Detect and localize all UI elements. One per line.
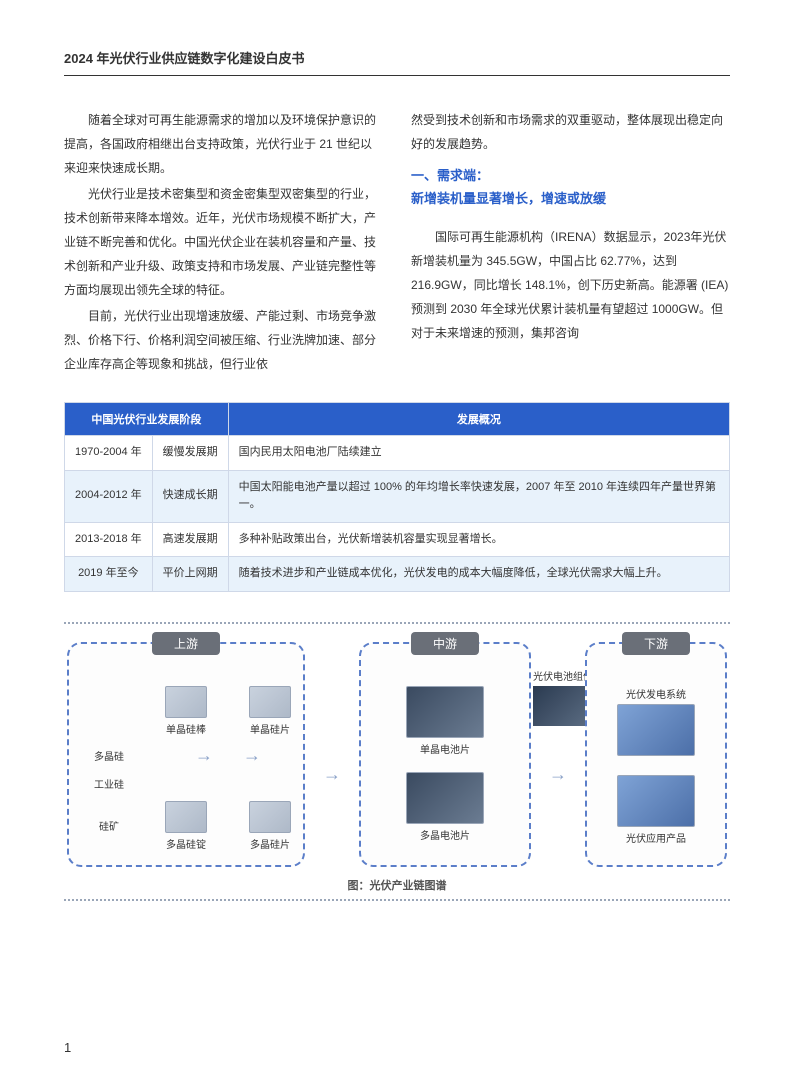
heading-line2: 新增装机量显著增长，增速或放缓 <box>411 187 730 210</box>
arrow-right-icon: → → <box>195 745 261 765</box>
para-2: 光伏行业是技术密集型和资金密集型双密集型的行业，技术创新带来降本增效。近年，光伏… <box>64 182 383 302</box>
right-column: 然受到技术创新和市场需求的双重驱动，整体展现出稳定向好的发展趋势。 一、需求端：… <box>411 108 730 378</box>
node-poly-cell: 多晶电池片 <box>406 772 484 842</box>
th-overview: 发展概况 <box>228 403 729 436</box>
supply-chain-diagram: 上游 单晶硅棒 单晶硅片 多晶硅 → → 工业硅 硅矿 多晶硅锭 多晶硅片 → … <box>64 622 730 901</box>
node-mono-wafer: 单晶硅片 <box>249 686 291 736</box>
upstream-box: 上游 单晶硅棒 单晶硅片 多晶硅 → → 工业硅 硅矿 多晶硅锭 多晶硅片 <box>67 642 305 867</box>
section-heading: 一、需求端： 新增装机量显著增长，增速或放缓 <box>411 164 730 211</box>
para-3: 目前，光伏行业出现增速放缓、产能过剩、市场竞争激烈、价格下行、价格利润空间被压缩… <box>64 304 383 376</box>
node-pv-system: 光伏发电系统 <box>617 686 695 759</box>
cell-period: 2019 年至今 <box>65 557 153 592</box>
heading-line1: 一、需求端： <box>411 164 730 187</box>
cell-phase: 快速成长期 <box>152 470 228 522</box>
node-module: 光伏电池组件 <box>533 668 593 726</box>
cell-phase: 缓慢发展期 <box>152 436 228 471</box>
page-number: 1 <box>64 1040 71 1055</box>
para-4: 国际可再生能源机构（IRENA）数据显示，2023年光伏新增装机量为 345.5… <box>411 225 730 345</box>
arrow-right-icon: → <box>549 765 567 783</box>
side-poly-si: 多晶硅 <box>94 748 124 763</box>
downstream-box: 下游 光伏发电系统 光伏应用产品 <box>585 642 727 867</box>
left-column: 随着全球对可再生能源需求的增加以及环境保护意识的提高，各国政府相继出台支持政策，… <box>64 108 383 378</box>
arrow-row: → → <box>151 746 305 766</box>
para-1: 随着全球对可再生能源需求的增加以及环境保护意识的提高，各国政府相继出台支持政策，… <box>64 108 383 180</box>
node-pv-product: 光伏应用产品 <box>617 775 695 845</box>
diagram-caption: 图：光伏产业链图谱 <box>64 877 730 893</box>
cell-desc: 多种补贴政策出台，光伏新增装机容量实现显著增长。 <box>228 522 729 557</box>
cell-period: 1970-2004 年 <box>65 436 153 471</box>
node-mono-cell: 单晶电池片 <box>406 686 484 756</box>
stages-table: 中国光伏行业发展阶段 发展概况 1970-2004 年 缓慢发展期 国内民用太阳… <box>64 402 730 592</box>
table-row: 2019 年至今 平价上网期 随着技术进步和产业链成本优化，光伏发电的成本大幅度… <box>65 557 730 592</box>
table-row: 1970-2004 年 缓慢发展期 国内民用太阳电池厂陆续建立 <box>65 436 730 471</box>
table-header-row: 中国光伏行业发展阶段 发展概况 <box>65 403 730 436</box>
para-3-cont: 然受到技术创新和市场需求的双重驱动，整体展现出稳定向好的发展趋势。 <box>411 108 730 156</box>
cell-desc: 随着技术进步和产业链成本优化，光伏发电的成本大幅度降低，全球光伏需求大幅上升。 <box>228 557 729 592</box>
cell-phase: 高速发展期 <box>152 522 228 557</box>
page-header-title: 2024 年光伏行业供应链数字化建设白皮书 <box>64 48 730 76</box>
body-columns: 随着全球对可再生能源需求的增加以及环境保护意识的提高，各国政府相继出台支持政策，… <box>64 108 730 378</box>
cell-period: 2004-2012 年 <box>65 470 153 522</box>
table-row: 2004-2012 年 快速成长期 中国太阳能电池产量以超过 100% 的年均增… <box>65 470 730 522</box>
midstream-label: 中游 <box>411 632 479 655</box>
side-si-ore: 硅矿 <box>99 818 119 833</box>
arrow-right-icon: → <box>323 765 341 783</box>
node-poly-wafer: 多晶硅片 <box>249 801 291 851</box>
node-poly-ingot: 多晶硅锭 <box>165 801 207 851</box>
midstream-box: 中游 单晶电池片 多晶电池片 光伏电池组件 <box>359 642 531 867</box>
table-row: 2013-2018 年 高速发展期 多种补贴政策出台，光伏新增装机容量实现显著增… <box>65 522 730 557</box>
cell-desc: 中国太阳能电池产量以超过 100% 的年均增长率快速发展，2007 年至 201… <box>228 470 729 522</box>
node-mono-rod: 单晶硅棒 <box>165 686 207 736</box>
cell-period: 2013-2018 年 <box>65 522 153 557</box>
side-ind-si: 工业硅 <box>94 776 124 791</box>
downstream-label: 下游 <box>622 632 690 655</box>
cell-phase: 平价上网期 <box>152 557 228 592</box>
cell-desc: 国内民用太阳电池厂陆续建立 <box>228 436 729 471</box>
upstream-label: 上游 <box>152 632 220 655</box>
arrow-between-1: → <box>323 642 341 867</box>
th-stage: 中国光伏行业发展阶段 <box>65 403 229 436</box>
